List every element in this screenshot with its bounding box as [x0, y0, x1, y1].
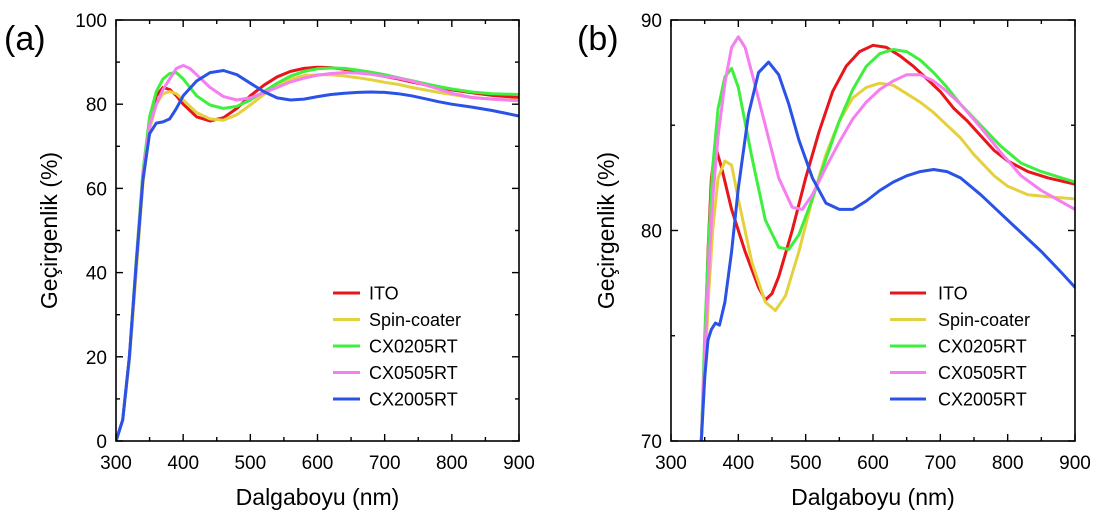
legend-label-cx2005rt: CX2005RT	[938, 390, 1027, 410]
series-line-cx0505rt	[116, 64, 519, 441]
x-tick-label: 400	[722, 453, 754, 474]
x-tick-label: 400	[167, 453, 199, 474]
y-tick-label: 100	[75, 11, 107, 32]
series-line-spin-coater	[116, 73, 519, 441]
series-line-cx0505rt	[699, 35, 1075, 441]
y-tick-label: 90	[641, 11, 662, 32]
x-tick-label: 900	[503, 453, 535, 474]
x-tick-label: 700	[924, 453, 956, 474]
legend-label-cx0505rt: CX0505RT	[369, 363, 458, 383]
y-tick-label: 70	[641, 432, 662, 453]
legend-label-spin-coater: Spin-coater	[938, 310, 1030, 330]
x-axis-title: Dalgaboyu (nm)	[236, 484, 400, 510]
y-tick-label: 60	[86, 179, 107, 200]
x-tick-label: 500	[234, 453, 266, 474]
legend: ITO Spin-coater CX0205RT CX0505RT CX2005RT	[890, 284, 1030, 410]
x-tick-label: 300	[655, 453, 687, 474]
plot-frame	[115, 19, 520, 442]
series-line-cx2005rt	[116, 69, 519, 441]
legend-label-spin-coater: Spin-coater	[369, 310, 461, 330]
x-tick-label: 900	[1059, 453, 1091, 474]
y-tick-label: 80	[641, 222, 662, 243]
x-tick-label: 800	[992, 453, 1024, 474]
x-tick-label: 800	[436, 453, 468, 474]
legend-label-cx0205rt: CX0205RT	[938, 337, 1027, 357]
panel-label: (a)	[4, 20, 46, 58]
chart-panel-b: 300 400 500 600 700 800 900 70 80 90 (b) Dalgaboyu …	[577, 11, 1091, 510]
x-tick-label: 300	[100, 453, 132, 474]
y-axis-title: Geçirgenlik (%)	[593, 152, 619, 309]
x-tick-label: 600	[302, 453, 334, 474]
series-line-ito	[699, 43, 1075, 441]
y-tick-label: 20	[86, 348, 107, 369]
x-axis-title: Dalgaboyu (nm)	[791, 484, 955, 510]
y-axis-title: Geçirgenlik (%)	[36, 152, 62, 309]
legend-label-ito: ITO	[938, 284, 968, 304]
legend: ITO Spin-coater CX0205RT CX0505RT CX2005RT	[333, 284, 461, 410]
legend-label-cx0205rt: CX0205RT	[369, 337, 458, 357]
legend-label-ito: ITO	[369, 284, 399, 304]
series-line-ito	[116, 65, 519, 441]
x-tick-label: 700	[369, 453, 401, 474]
y-tick-label: 40	[86, 264, 107, 285]
x-tick-label: 600	[857, 453, 889, 474]
y-tick-label: 80	[86, 95, 107, 116]
legend-label-cx2005rt: CX2005RT	[369, 390, 458, 410]
panel-label: (b)	[577, 20, 619, 58]
y-tick-label: 0	[96, 432, 107, 453]
legend-label-cx0505rt: CX0505RT	[938, 363, 1027, 383]
series-line-cx0205rt	[116, 66, 519, 441]
series-line-cx2005rt	[699, 60, 1075, 441]
x-tick-label: 500	[790, 453, 822, 474]
chart-panel-a: 300 400 500 600 700 800 900 0 20 40 60 80 100 (a) Dalg…	[4, 11, 535, 510]
series-line-spin-coater	[699, 81, 1075, 441]
